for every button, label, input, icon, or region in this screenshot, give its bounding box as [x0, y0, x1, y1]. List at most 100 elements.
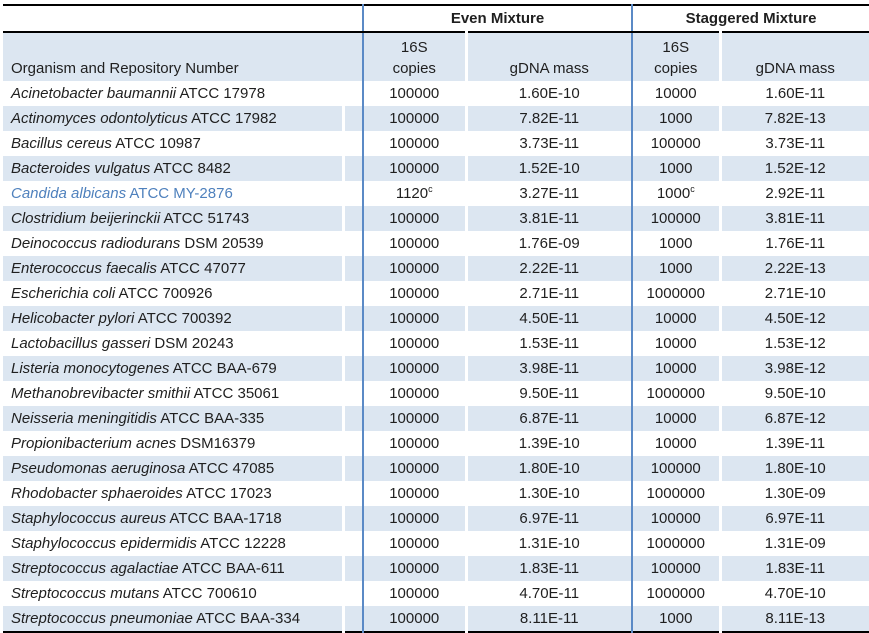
staggered-gdna-mass-cell: 2.22E-13 — [718, 256, 869, 281]
table-row: Streptococcus agalactiae ATCC BAA-611 100… — [3, 556, 869, 581]
table-row: Lactobacillus gasseri DSM 20243 100000 1.5… — [3, 331, 869, 356]
staggered-16s-copies-cell: 100000 — [632, 506, 720, 531]
column-header-row: Organism and Repository Number 16S copie… — [3, 32, 869, 81]
staggered-16s-copies-header: 16S copies — [632, 32, 720, 81]
staggered-gdna-mass-cell: 3.73E-11 — [718, 131, 869, 156]
even-gdna-mass-cell: 6.87E-11 — [464, 406, 633, 431]
staggered-gdna-mass-cell: 1.53E-12 — [718, 331, 869, 356]
staggered-16s-copies-cell: 1000 — [632, 606, 720, 632]
organism-cell: Bacillus cereus ATCC 10987 — [11, 135, 201, 152]
organism-cell: Staphylococcus epidermidis ATCC 12228 — [11, 535, 286, 552]
table-row: Staphylococcus epidermidis ATCC 12228 100… — [3, 531, 869, 556]
spacer-cell — [341, 106, 364, 131]
even-gdna-mass-cell: 2.22E-11 — [464, 256, 633, 281]
even-16s-copies-cell: 100000 — [363, 106, 466, 131]
staggered-16s-copies-cell: 1000000 — [646, 385, 705, 402]
organism-cell: Deinococcus radiodurans DSM 20539 — [11, 235, 264, 252]
organism-cell: Staphylococcus aureus ATCC BAA-1718 — [3, 506, 343, 531]
staggered-gdna-mass-cell: 1.60E-11 — [718, 81, 869, 106]
even-gdna-mass-cell: 6.97E-11 — [464, 506, 633, 531]
even-16s-copies-cell: 100000 — [389, 385, 440, 402]
even-gdna-mass-cell: 1.31E-10 — [464, 531, 633, 556]
organism-cell: Clostridium beijerinckii ATCC 51743 — [3, 206, 343, 231]
staggered-gdna-mass-cell: 7.82E-13 — [718, 106, 869, 131]
even-16s-copies-cell: 100000 — [363, 606, 466, 632]
table-row: Deinococcus radiodurans DSM 20539 100000 1… — [3, 231, 869, 256]
organism-cell: Streptococcus agalactiae ATCC BAA-611 — [3, 556, 343, 581]
even-16s-copies-cell: 100000 — [389, 135, 440, 152]
even-gdna-mass-cell: 3.81E-11 — [464, 206, 633, 231]
even-16s-copies-cell: 100000 — [389, 535, 440, 552]
even-gdna-mass-cell: 7.82E-11 — [464, 106, 633, 131]
spacer-cell — [341, 506, 364, 531]
staggered-16s-copies-cell: 1000 — [632, 256, 720, 281]
spacer-cell — [341, 256, 364, 281]
even-gdna-mass-cell: 1.39E-10 — [464, 431, 633, 456]
spacer-cell — [341, 431, 364, 456]
staggered-16s-copies-cell: 1000 — [632, 156, 720, 181]
spacer-cell — [341, 231, 364, 256]
even-gdna-mass-cell: 4.70E-11 — [464, 581, 633, 606]
staggered-gdna-mass-cell: 3.98E-12 — [718, 356, 869, 381]
organism-cell: Streptococcus mutans ATCC 700610 — [11, 585, 257, 602]
staggered-gdna-mass-cell: 8.11E-13 — [718, 606, 869, 632]
table-row: Bacteroides vulgatus ATCC 8482 100000 1.52… — [3, 156, 869, 181]
spacer-cell — [341, 181, 364, 206]
even-gdna-mass-cell: 4.50E-11 — [464, 306, 633, 331]
even-16s-copies-cell: 100000 — [363, 256, 466, 281]
organism-cell: Propionibacterium acnes DSM16379 — [11, 435, 256, 452]
table-body: Acinetobacter baumannii ATCC 17978 100000… — [3, 81, 869, 632]
staggered-16s-copies-cell: 1000000 — [646, 585, 705, 602]
organism-cell: Neisseria meningitidis ATCC BAA-335 — [3, 406, 343, 431]
organism-cell: Enterococcus faecalis ATCC 47077 — [3, 256, 343, 281]
organism-cell: Streptococcus pneumoniae ATCC BAA-334 — [3, 606, 343, 632]
even-gdna-mass-cell: 3.27E-11 — [464, 181, 633, 206]
mock-community-table: Even Mixture Staggered Mixture Organism … — [3, 4, 869, 633]
staggered-16s-copies-cell: 100000 — [632, 556, 720, 581]
organism-column-header: Organism and Repository Number — [3, 32, 364, 81]
staggered-gdna-mass-cell: 1.83E-11 — [718, 556, 869, 581]
even-gdna-mass-cell: 1.53E-11 — [464, 331, 633, 356]
staggered-16s-copies-cell: 10000 — [654, 435, 697, 452]
spacer-cell — [341, 131, 364, 156]
staggered-16s-copies-cell: 10000 — [654, 335, 697, 352]
staggered-gdna-mass-cell: 4.70E-10 — [718, 581, 869, 606]
spacer-cell — [341, 556, 364, 581]
staggered-16s-copies-cell: 100000 — [632, 456, 720, 481]
table-row: Staphylococcus aureus ATCC BAA-1718 10000… — [3, 506, 869, 531]
even-gdna-mass-cell: 1.80E-10 — [464, 456, 633, 481]
organism-cell: Acinetobacter baumannii ATCC 17978 — [11, 85, 266, 102]
group-header-staggered-mixture: Staggered Mixture — [632, 5, 869, 33]
staggered-gdna-mass-cell: 1.80E-10 — [718, 456, 869, 481]
spacer-cell — [341, 206, 364, 231]
table-row: Streptococcus pneumoniae ATCC BAA-334 100… — [3, 606, 869, 632]
staggered-gdna-mass-cell: 2.71E-10 — [718, 281, 869, 306]
staggered-16s-copies-cell: 1000000 — [646, 485, 705, 502]
even-gdna-mass-cell: 9.50E-11 — [464, 381, 633, 406]
header-16s-label: 16S — [662, 39, 690, 56]
mock-community-table-container: Even Mixture Staggered Mixture Organism … — [3, 4, 869, 633]
staggered-gdna-mass-cell: 2.92E-11 — [718, 181, 869, 206]
even-16s-copies-cell: 100000 — [389, 585, 440, 602]
even-16s-copies-cell: 100000 — [363, 156, 466, 181]
organism-cell: Listeria monocytogenes ATCC BAA-679 — [3, 356, 343, 381]
even-16s-copies-cell: 100000 — [363, 556, 466, 581]
spacer-cell — [341, 581, 364, 606]
header-copies-label: copies — [654, 60, 698, 77]
table-row: Escherichia coli ATCC 700926 100000 2.71E-… — [3, 281, 869, 306]
table-row: Rhodobacter sphaeroides ATCC 17023 100000… — [3, 481, 869, 506]
spacer-cell — [341, 456, 364, 481]
staggered-gdna-mass-cell: 3.81E-11 — [718, 206, 869, 231]
staggered-gdna-mass-header: gDNA mass — [718, 32, 869, 81]
even-gdna-mass-cell: 1.76E-09 — [464, 231, 633, 256]
staggered-gdna-mass-cell: 1.39E-11 — [718, 431, 869, 456]
group-header-row: Even Mixture Staggered Mixture — [3, 5, 869, 33]
staggered-gdna-mass-cell: 1.76E-11 — [718, 231, 869, 256]
staggered-gdna-mass-cell: 4.50E-12 — [718, 306, 869, 331]
even-16s-copies-cell: 100000 — [389, 85, 440, 102]
even-16s-copies-cell: 100000 — [363, 506, 466, 531]
table-row: Propionibacterium acnes DSM16379 100000 1.… — [3, 431, 869, 456]
even-gdna-mass-cell: 8.11E-11 — [464, 606, 633, 632]
even-gdna-mass-cell: 2.71E-11 — [464, 281, 633, 306]
spacer-cell — [341, 306, 364, 331]
